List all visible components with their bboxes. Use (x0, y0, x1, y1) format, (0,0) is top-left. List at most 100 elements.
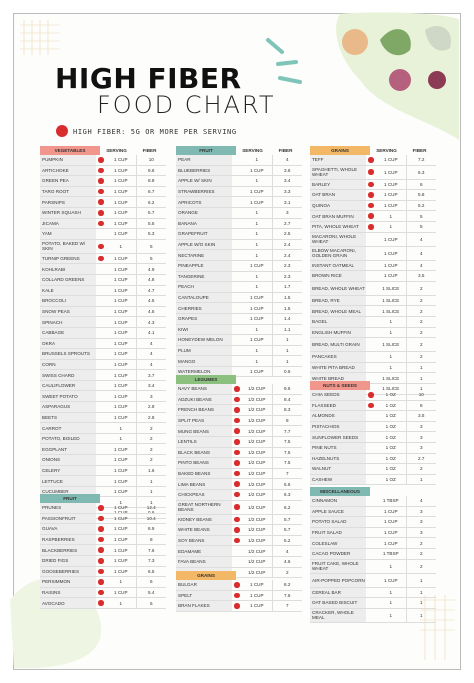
high-fiber-dot (234, 491, 240, 498)
food-name: TURNIP GREENS (40, 253, 96, 264)
fiber: 2.8 (148, 414, 155, 420)
food-name: COLESLAW (310, 538, 366, 548)
serving: 1 CUP (242, 303, 273, 313)
table-row: BLUEBERRIES 1 CUP 3.6 (176, 165, 302, 177)
high-fiber-dot (98, 157, 104, 163)
food-name: OAT BRAN MUFFIN (310, 211, 366, 221)
food-name: WHITE BREAD (310, 373, 366, 383)
table-row: CANTALOUPE 1 CUP 1.5 (176, 292, 302, 304)
serving: 1 CUP (106, 380, 137, 391)
food-name: EGGPLANT (40, 444, 96, 455)
table-row: BRUSSELS SPROUTS 1 CUP 4 (40, 349, 166, 360)
fiber: 5.5 (148, 220, 155, 226)
section-title: MISCELLANEOUS (310, 487, 370, 496)
serving: 1 OZ (376, 432, 407, 442)
fiber: 1 (419, 386, 423, 392)
fiber: 9.6 (148, 167, 155, 173)
high-fiber-dot (368, 181, 374, 188)
food-name: BLACK BEANS (176, 447, 232, 458)
marker-cell (232, 460, 242, 466)
food-name: GRAPEFRUIT (176, 229, 232, 239)
serving: 1 OZ (376, 390, 407, 400)
high-fiber-dot (234, 504, 240, 510)
fiber: 3.5 (418, 273, 425, 279)
section-title: NUTS & SEEDS (310, 381, 370, 390)
food-name: DRIED FIGS (40, 555, 96, 566)
marker-cell (232, 417, 242, 424)
serving: 1 (106, 239, 137, 253)
table-row: SWEET POTATO 1 CUP 3 (40, 391, 166, 403)
fiber: 1 (419, 365, 423, 371)
fiber: 5.2 (284, 538, 291, 544)
food-name: CUCUMBER (40, 486, 96, 497)
table-row: CINNAMON 1 TBSP 4 (310, 496, 436, 507)
table-row: PANCAKES 1 2 (310, 352, 436, 363)
serving: 1 CUP (106, 566, 137, 577)
high-fiber-dot (234, 460, 240, 466)
fiber: 2 (419, 319, 423, 325)
fiber: 8.2 (284, 582, 291, 588)
serving: 1 CUP (242, 366, 273, 377)
food-name: EDAMAME (176, 546, 232, 556)
fiber: 4.9 (148, 266, 155, 272)
food-name: BRAN FLAKES (176, 601, 232, 611)
table-row: SUNFLOWER SEEDS 1 OZ 3 (310, 432, 436, 443)
high-fiber-dot (234, 386, 240, 392)
serving: 1 CUP (376, 200, 407, 211)
table-row: APPLE SAUCE 1 CUP 3 (310, 506, 436, 518)
serving: 1 (242, 176, 273, 186)
fiber: 7.5 (284, 460, 291, 466)
high-fiber-dot (98, 178, 104, 184)
fiber: 2 (419, 551, 423, 557)
fiber: 1 (419, 477, 423, 483)
food-name: BARLEY (310, 179, 366, 190)
serving: 1 OZ (376, 474, 407, 485)
table-row: BULGAR 1 CUP 8.2 (176, 580, 302, 591)
table-row: NAVY BEANS 1/2 CUP 9.6 (176, 384, 302, 395)
fiber: 8 (419, 402, 423, 408)
title: HIGH FIBER (55, 62, 242, 95)
high-fiber-dot (98, 515, 104, 522)
food-name: AIR-POPPED POPCORN (310, 573, 366, 587)
food-name: FAVA BEANS (176, 556, 232, 567)
serving: 1 CUP (106, 229, 137, 239)
marker-cell (232, 470, 242, 477)
table-row: TEFF 1 CUP 7.2 (310, 155, 436, 166)
fiber: 1 (149, 499, 153, 505)
fiber: 4.6 (284, 559, 291, 565)
table-row: GREAT NORTHERN BEANS 1/2 CUP 6.2 (176, 500, 302, 515)
fiber: 2.7 (284, 220, 291, 226)
food-name: GREEN PEA (40, 176, 96, 186)
food-name: AVOCADO (40, 598, 96, 608)
serving: 1 TBSP (376, 496, 407, 506)
food-name: PEACH (176, 282, 232, 292)
serving: 1 CUP (106, 165, 137, 176)
table-row: OAT BASED BISCUIT 1 1 (310, 598, 436, 609)
table-row: OKRA 1 CUP 4 (40, 338, 166, 350)
high-fiber-dot (234, 449, 240, 456)
serving: 1/2 CUP (242, 394, 273, 405)
fiber: 3 (149, 393, 153, 399)
fiber: 5.3 (148, 231, 155, 237)
fiber: 4 (419, 250, 423, 256)
high-fiber-dot (98, 199, 104, 205)
food-name: RAISINS (40, 587, 96, 598)
fiber: 2.3 (284, 273, 291, 279)
table-row: LIMA BEANS 1/2 CUP 6.6 (176, 479, 302, 490)
serving: 1 (242, 324, 273, 335)
fiber: 12.4 (146, 505, 156, 511)
food-name: HONEYDEW MELON (176, 335, 232, 345)
table-row: TURNIP GREENS 1 CUP 5 (40, 253, 166, 265)
fiber: 2 (419, 563, 423, 569)
food-name: ARTICHOKE (40, 165, 96, 176)
fiber: 9.6 (284, 386, 291, 392)
fiber: 5 (419, 224, 423, 230)
marker-cell (96, 547, 106, 553)
serving: 1 CUP (106, 391, 137, 402)
fiber: 7 (285, 471, 289, 477)
table-row: PINTO BEANS 1/2 CUP 7.5 (176, 458, 302, 469)
table-row: FRENCH BEANS 1/2 CUP 8.3 (176, 405, 302, 416)
table-row: OAT BRAN 1 CUP 5.8 (310, 190, 436, 201)
serving: 1 CUP (376, 260, 407, 271)
food-name: APPLE W/ SKIN (176, 176, 232, 186)
